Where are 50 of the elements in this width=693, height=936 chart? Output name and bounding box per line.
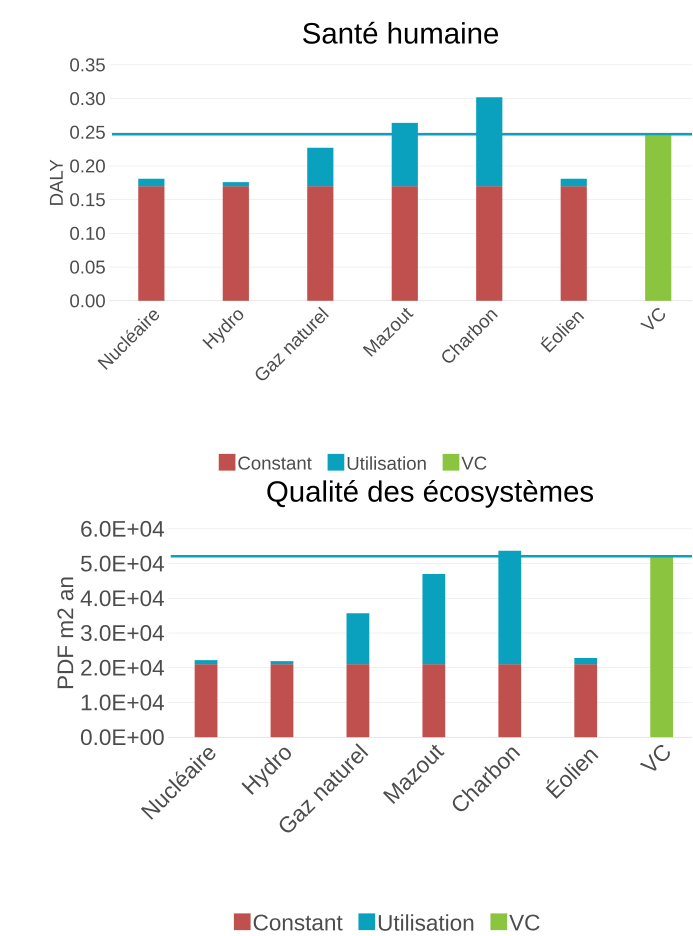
y-axis-title: PDF m2 an [57,578,74,688]
bar [194,664,218,738]
y-tick-label: 0.30 [70,92,105,106]
bar [138,178,164,186]
bar [422,574,446,664]
bar [222,182,249,186]
y-tick-label: 6.0E+04 [81,520,164,537]
bar [560,186,587,301]
y-tick-label: 0.20 [70,159,105,173]
y-axis-title: DALY [50,160,63,205]
legend-label: Constant [238,456,312,470]
legend-label: VC [461,456,486,470]
y-tick-label: 5.0E+04 [80,556,164,572]
bar [650,556,673,738]
bar [138,186,164,301]
y-tick-label: 0.25 [70,126,105,139]
bar [346,664,370,738]
legend-label: VC [509,914,540,931]
y-tick-label: 1.0E+04 [82,694,164,710]
bar [194,660,218,664]
y-tick-label: 2.0E+04 [81,660,164,676]
bar [346,613,370,664]
bar [222,186,249,301]
x-tick-label: VC [640,745,670,771]
bar [574,658,597,664]
chart-title: Santé humaine [302,22,498,44]
bar [307,148,334,186]
bar [498,664,522,738]
chart-title: Qualité des écosystèmes [267,480,593,508]
bar [645,136,672,301]
bar [392,186,418,301]
y-tick-label: 0.35 [70,58,105,72]
y-tick-label: 0.00 [70,294,105,308]
bar [422,664,446,738]
y-tick-label: 3.0E+04 [80,625,164,641]
x-tick-label: VC [640,308,665,330]
legend-label: Utilisation [348,456,426,470]
y-tick-label: 0.05 [70,260,105,274]
bar [560,178,587,186]
bar [270,661,294,664]
y-tick-label: 0.10 [70,226,105,240]
bar [307,186,334,301]
bar [270,664,294,738]
legend-label: Constant [254,914,342,931]
legend-label: Utilisation [378,914,474,931]
y-tick-label: 0.15 [70,193,105,206]
bar [574,664,597,738]
bar [476,186,502,301]
y-tick-label: 0.0E+00 [80,729,164,746]
y-tick-label: 4.0E+04 [80,590,164,606]
